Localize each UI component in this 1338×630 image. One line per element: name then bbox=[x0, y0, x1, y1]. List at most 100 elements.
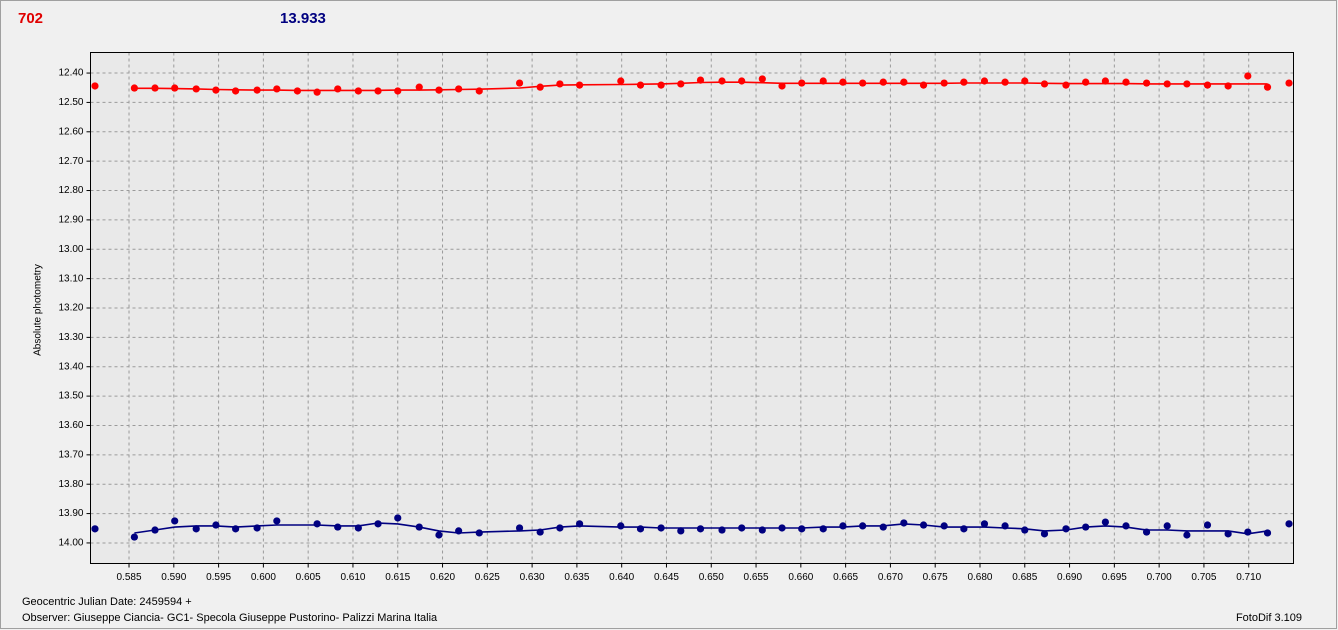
data-point bbox=[617, 77, 625, 85]
data-point bbox=[819, 77, 827, 85]
data-point bbox=[1001, 522, 1009, 530]
data-point bbox=[919, 521, 928, 529]
x-tick-label: 0.690 bbox=[1057, 572, 1082, 583]
data-point bbox=[1001, 78, 1009, 86]
data-point bbox=[374, 87, 382, 95]
data-point bbox=[960, 525, 968, 533]
data-point bbox=[758, 526, 766, 534]
data-point bbox=[696, 525, 705, 533]
data-point bbox=[1021, 526, 1029, 534]
x-tick-label: 0.630 bbox=[520, 572, 545, 583]
data-point bbox=[232, 525, 240, 533]
data-point bbox=[1183, 80, 1191, 88]
y-tick-label: 13.30 bbox=[58, 332, 83, 343]
data-point bbox=[1203, 521, 1212, 529]
y-tick-label: 13.40 bbox=[58, 361, 83, 372]
data-point bbox=[435, 531, 443, 539]
x-tick-label: 0.610 bbox=[340, 572, 365, 583]
data-point bbox=[536, 528, 544, 536]
y-tick-label: 12.60 bbox=[58, 126, 83, 137]
y-tick-label: 14.00 bbox=[58, 538, 83, 549]
x-tick-label: 0.590 bbox=[161, 572, 186, 583]
data-point bbox=[718, 526, 726, 534]
data-point bbox=[940, 522, 948, 530]
data-point bbox=[1285, 79, 1293, 87]
data-point bbox=[980, 77, 989, 85]
data-point bbox=[515, 79, 524, 87]
data-point bbox=[1183, 531, 1191, 539]
data-point bbox=[354, 524, 362, 532]
data-point bbox=[778, 82, 786, 90]
data-point bbox=[677, 527, 685, 535]
x-tick-label: 0.650 bbox=[699, 572, 724, 583]
data-point bbox=[677, 80, 685, 88]
data-point bbox=[556, 80, 564, 88]
x-tick-label: 0.660 bbox=[788, 572, 813, 583]
data-point bbox=[738, 77, 746, 85]
x-tick-label: 0.585 bbox=[117, 572, 142, 583]
y-tick-label: 12.70 bbox=[58, 156, 83, 167]
data-point bbox=[657, 524, 665, 532]
data-point bbox=[636, 525, 645, 533]
y-tick-label: 13.90 bbox=[58, 508, 83, 519]
data-point bbox=[798, 79, 806, 87]
data-point bbox=[1082, 78, 1090, 86]
x-tick-label: 0.655 bbox=[744, 572, 769, 583]
y-tick-label: 12.50 bbox=[58, 97, 83, 108]
data-point bbox=[738, 524, 746, 532]
data-point bbox=[575, 520, 584, 528]
plot-border bbox=[90, 52, 1294, 564]
x-tick-label: 0.645 bbox=[654, 572, 679, 583]
data-point bbox=[435, 86, 443, 94]
data-point bbox=[919, 81, 928, 89]
x-tick-label: 0.640 bbox=[609, 572, 634, 583]
data-point bbox=[192, 525, 200, 533]
data-point bbox=[253, 86, 261, 94]
x-tick-label: 0.600 bbox=[251, 572, 276, 583]
x-tick-label: 0.665 bbox=[833, 572, 858, 583]
data-point bbox=[839, 522, 847, 530]
data-point bbox=[171, 517, 179, 525]
data-point bbox=[1062, 525, 1070, 533]
data-point bbox=[1224, 530, 1232, 538]
data-point bbox=[1224, 82, 1232, 90]
data-point bbox=[394, 514, 402, 522]
data-point bbox=[1263, 83, 1272, 91]
x-tick-label: 0.705 bbox=[1191, 572, 1216, 583]
data-point bbox=[879, 523, 887, 531]
data-point bbox=[980, 520, 989, 528]
data-point bbox=[1021, 77, 1029, 85]
data-point bbox=[1082, 523, 1090, 531]
data-point bbox=[1101, 518, 1109, 526]
data-point bbox=[475, 529, 483, 537]
x-tick-label: 0.675 bbox=[923, 572, 948, 583]
data-point bbox=[859, 522, 867, 530]
data-point bbox=[313, 88, 321, 96]
data-point bbox=[151, 526, 159, 534]
x-tick-label: 0.680 bbox=[967, 572, 992, 583]
x-tick-label: 0.625 bbox=[475, 572, 500, 583]
x-tick-label: 0.605 bbox=[296, 572, 321, 583]
data-point bbox=[1040, 80, 1049, 88]
data-point bbox=[232, 87, 240, 95]
y-tick-label: 13.00 bbox=[58, 244, 83, 255]
data-point bbox=[1244, 528, 1252, 536]
y-tick-label: 13.10 bbox=[58, 273, 83, 284]
data-point bbox=[515, 524, 524, 532]
data-point bbox=[758, 75, 766, 83]
y-tick-label: 12.40 bbox=[58, 68, 83, 79]
data-point bbox=[1122, 78, 1130, 86]
data-point bbox=[636, 81, 645, 89]
y-tick-label: 13.80 bbox=[58, 479, 83, 490]
data-point bbox=[455, 85, 463, 93]
y-axis-label: Absolute photometry bbox=[33, 264, 44, 356]
data-point bbox=[900, 519, 908, 527]
data-point bbox=[273, 517, 281, 525]
header-value: 13.933 bbox=[280, 10, 326, 27]
data-point bbox=[859, 79, 867, 87]
data-point bbox=[1122, 522, 1130, 530]
data-point bbox=[657, 81, 665, 89]
data-point bbox=[130, 84, 138, 92]
data-point bbox=[1244, 72, 1252, 80]
